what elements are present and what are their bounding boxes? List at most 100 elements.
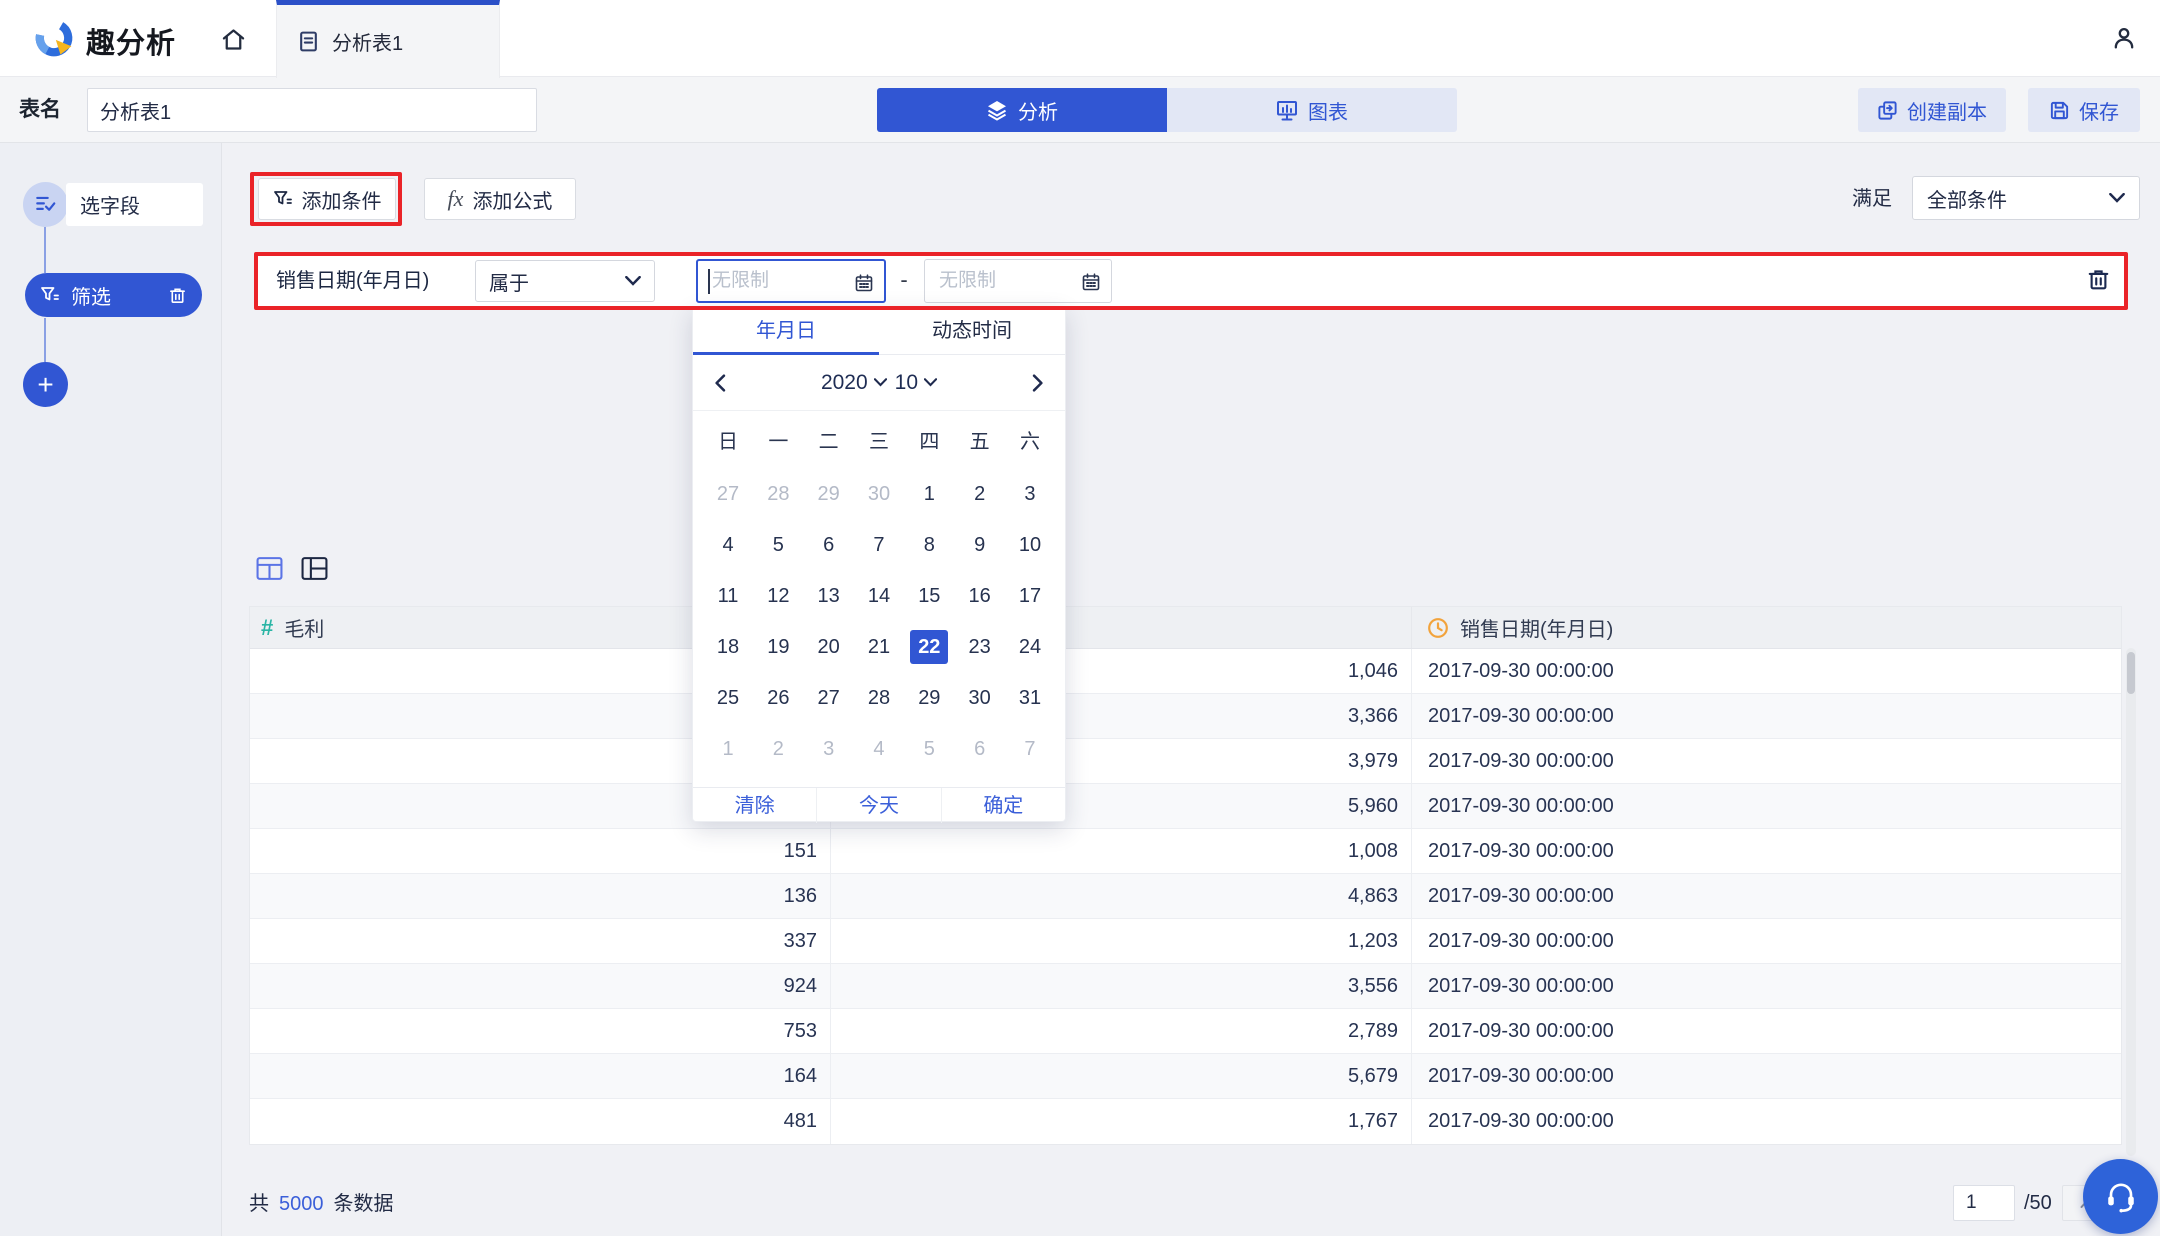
sidebar-item-select-fields[interactable]: 选字段 <box>66 183 203 226</box>
table-scrollbar[interactable] <box>2126 648 2136 1156</box>
day-cell[interactable]: 26 <box>767 686 790 709</box>
cell-profit: 924 <box>250 964 831 1008</box>
table-row[interactable]: 924 3,556 2017-09-30 00:00:00 <box>250 964 2121 1009</box>
day-cell[interactable]: 4 <box>873 737 885 760</box>
table-row[interactable]: 136 4,863 2017-09-30 00:00:00 <box>250 874 2121 919</box>
tab-label: 分析表1 <box>332 33 404 55</box>
add-step-button[interactable]: + <box>23 362 68 407</box>
day-cell[interactable]: 15 <box>918 584 941 607</box>
add-condition-button[interactable]: 添加条件 <box>258 178 396 220</box>
day-cell[interactable]: 6 <box>974 737 986 760</box>
day-cell[interactable]: 6 <box>823 533 835 556</box>
clear-button[interactable]: 清除 <box>693 788 818 823</box>
table-row[interactable]: 481 1,767 2017-09-30 00:00:00 <box>250 1099 2121 1144</box>
delete-filter-step-icon[interactable] <box>168 286 187 305</box>
day-cell[interactable]: 5 <box>772 533 784 556</box>
day-cell[interactable]: 3 <box>823 737 835 760</box>
confirm-button[interactable]: 确定 <box>983 795 1024 817</box>
total-count[interactable]: 5000 <box>279 1193 324 1215</box>
today-button[interactable]: 今天 <box>817 788 942 823</box>
day-cell[interactable]: 29 <box>817 482 840 505</box>
select-fields-icon[interactable] <box>23 182 68 227</box>
day-cell[interactable]: 12 <box>767 584 790 607</box>
year-select[interactable]: 2020 <box>821 371 887 395</box>
day-cell[interactable]: 28 <box>767 482 790 505</box>
date-start-field[interactable] <box>698 270 828 292</box>
table-row[interactable]: 1,046 2017-09-30 00:00:00 <box>250 649 2121 694</box>
day-cell[interactable]: 24 <box>1018 635 1042 658</box>
day-cell[interactable]: 13 <box>817 584 840 607</box>
day-cell[interactable]: 23 <box>968 635 991 658</box>
day-cell[interactable]: 8 <box>923 533 935 556</box>
day-cell[interactable]: 3 <box>1024 482 1036 505</box>
day-cell[interactable]: 25 <box>716 686 740 709</box>
table-row[interactable]: 164 5,679 2017-09-30 00:00:00 <box>250 1054 2121 1099</box>
day-cell[interactable]: 4 <box>722 533 734 556</box>
chevron-left-icon[interactable] <box>713 373 727 392</box>
table-row[interactable]: 3,366 2017-09-30 00:00:00 <box>250 694 2121 739</box>
tab-analysis-sheet[interactable]: 分析表1 <box>276 0 500 78</box>
select-fields-label: 选字段 <box>80 196 140 218</box>
date-range-start-input[interactable] <box>696 259 886 303</box>
table-layout-toggle-vertical[interactable] <box>301 556 328 581</box>
chevron-right-icon[interactable] <box>1031 373 1045 392</box>
day-cell[interactable]: 9 <box>974 533 986 556</box>
day-cell[interactable]: 27 <box>716 482 740 505</box>
delete-condition-icon[interactable] <box>2086 267 2111 292</box>
day-cell[interactable]: 1 <box>722 737 734 760</box>
day-cell[interactable]: 5 <box>923 737 935 760</box>
day-cell[interactable]: 31 <box>1018 686 1042 709</box>
day-cell[interactable]: 27 <box>817 686 840 709</box>
table-layout-toggle-horizontal[interactable] <box>256 556 283 581</box>
day-cell[interactable]: 30 <box>867 482 891 505</box>
day-cell[interactable]: 1 <box>923 482 935 505</box>
day-cell[interactable]: 18 <box>716 635 740 658</box>
date-end-field[interactable] <box>925 270 1055 292</box>
day-cell[interactable]: 30 <box>968 686 991 709</box>
day-cell[interactable]: 28 <box>867 686 891 709</box>
day-cell[interactable]: 7 <box>873 533 885 556</box>
page-number-input[interactable] <box>1953 1185 2015 1221</box>
calendar-icon[interactable] <box>1081 272 1101 292</box>
table-row[interactable]: 337 1,203 2017-09-30 00:00:00 <box>250 919 2121 964</box>
date-range-end-input[interactable] <box>924 259 1112 303</box>
scrollbar-thumb[interactable] <box>2127 652 2135 694</box>
create-copy-button[interactable]: 创建副本 <box>1858 88 2006 132</box>
save-button[interactable]: 保存 <box>2028 88 2140 132</box>
sidebar-item-filter[interactable]: 筛选 <box>25 273 202 317</box>
day-cell[interactable]: 14 <box>867 584 891 607</box>
day-cell-selected[interactable]: 22 <box>910 629 949 664</box>
day-cell[interactable]: 17 <box>1018 584 1042 607</box>
day-cell[interactable]: 2 <box>772 737 784 760</box>
column-header-hidden[interactable] <box>831 607 1412 648</box>
day-cell[interactable]: 10 <box>1018 533 1042 556</box>
number-type-icon: # <box>261 614 274 640</box>
day-cell[interactable]: 21 <box>867 635 891 658</box>
day-cell[interactable]: 11 <box>717 584 739 607</box>
filter-operator-select[interactable]: 属于 <box>475 260 655 302</box>
day-cell[interactable]: 2 <box>974 482 986 505</box>
user-account-icon[interactable] <box>2110 24 2138 52</box>
add-formula-button[interactable]: fx 添加公式 <box>424 178 576 220</box>
match-mode-select[interactable]: 全部条件 <box>1912 176 2140 220</box>
tab-calendar-date[interactable]: 年月日 <box>693 307 879 355</box>
day-cell[interactable]: 16 <box>968 584 991 607</box>
day-cell[interactable]: 20 <box>817 635 840 658</box>
home-icon[interactable] <box>220 26 247 53</box>
table-name-input[interactable] <box>87 88 537 132</box>
tab-chart[interactable]: 图表 <box>1167 88 1457 132</box>
table-row[interactable]: 3,979 2017-09-30 00:00:00 <box>250 739 2121 784</box>
month-select[interactable]: 10 <box>895 371 938 395</box>
tab-dynamic-time[interactable]: 动态时间 <box>879 307 1065 355</box>
support-chat-button[interactable] <box>2083 1159 2158 1234</box>
day-cell[interactable]: 29 <box>918 686 941 709</box>
table-row[interactable]: 151 1,008 2017-09-30 00:00:00 <box>250 829 2121 874</box>
calendar-icon[interactable] <box>854 273 874 293</box>
day-cell[interactable]: 19 <box>767 635 790 658</box>
tab-analysis[interactable]: 分析 <box>877 88 1167 132</box>
day-cell[interactable]: 7 <box>1024 737 1036 760</box>
column-header-profit[interactable]: # 毛利 <box>250 607 831 648</box>
table-row[interactable]: 753 2,789 2017-09-30 00:00:00 <box>250 1009 2121 1054</box>
column-header-sale-date[interactable]: 销售日期(年月日) <box>1412 607 2121 648</box>
table-row[interactable]: 5,960 2017-09-30 00:00:00 <box>250 784 2121 829</box>
